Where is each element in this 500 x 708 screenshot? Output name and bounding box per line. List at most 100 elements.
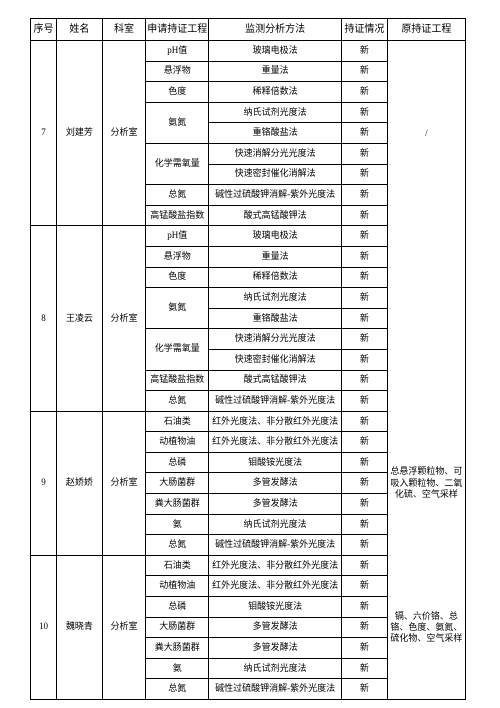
- cell-status: 新: [342, 41, 388, 62]
- cell-project: 化学需氧量: [146, 143, 209, 184]
- cell-status: 新: [342, 473, 388, 494]
- cell-method: 重铬酸盐法: [209, 308, 342, 329]
- cell-project: 粪大肠菌群: [146, 494, 209, 515]
- cell-method: 纳氏试剂光度法: [209, 514, 342, 535]
- cell-method: 红外光度法、非分散红外光度法: [209, 411, 342, 432]
- col-status: 持证情况: [342, 19, 388, 41]
- col-name: 姓名: [57, 19, 103, 41]
- cell-status: 新: [342, 349, 388, 370]
- cell-status: 新: [342, 288, 388, 309]
- cell-name: 王凌云: [57, 226, 103, 411]
- cell-status: 新: [342, 555, 388, 576]
- cell-project: 石油类: [146, 411, 209, 432]
- cell-dept: 分析室: [102, 411, 146, 555]
- cell-status: 新: [342, 576, 388, 597]
- cell-dept: 分析室: [102, 41, 146, 226]
- cell-seq: 7: [31, 41, 57, 226]
- cell-status: 新: [342, 185, 388, 206]
- table-row: 10魏晓青分析室石油类红外光度法、非分散红外光度法新镉、六价铬、总铬、色度、氨氮…: [31, 555, 466, 576]
- cell-status: 新: [342, 597, 388, 618]
- cell-project: 动植物油: [146, 576, 209, 597]
- cell-method: 碱性过硫酸钾消解-紫外光度法: [209, 391, 342, 412]
- col-method: 监测分析方法: [209, 19, 342, 41]
- cell-seq: 8: [31, 226, 57, 411]
- cell-project: 色度: [146, 82, 209, 103]
- cell-method: 钼酸铵光度法: [209, 452, 342, 473]
- cell-method: 重铬酸盐法: [209, 123, 342, 144]
- cell-method: 酸式高锰酸钾法: [209, 205, 342, 226]
- cell-method: 纳氏试剂光度法: [209, 288, 342, 309]
- cell-original: 总悬浮颗粒物、可吸入颗粒物、二氧化硫、空气采样: [387, 411, 465, 555]
- cell-name: 刘建芳: [57, 41, 103, 226]
- cell-status: 新: [342, 102, 388, 123]
- cell-project: 化学需氧量: [146, 329, 209, 370]
- cell-dept: 分析室: [102, 226, 146, 411]
- cell-status: 新: [342, 370, 388, 391]
- cell-project: 氨: [146, 658, 209, 679]
- cell-project: 总氮: [146, 535, 209, 556]
- cell-status: 新: [342, 329, 388, 350]
- cell-name: 魏晓青: [57, 555, 103, 699]
- cell-project: 总氮: [146, 391, 209, 412]
- cell-method: 玻璃电极法: [209, 41, 342, 62]
- cell-status: 新: [342, 638, 388, 659]
- cell-project: 粪大肠菌群: [146, 638, 209, 659]
- cell-status: 新: [342, 514, 388, 535]
- cell-original: [387, 226, 465, 411]
- cell-project: pH值: [146, 41, 209, 62]
- cell-method: 钼酸铵光度法: [209, 597, 342, 618]
- cell-method: 快速消解分光光度法: [209, 143, 342, 164]
- cell-original: /: [387, 41, 465, 226]
- cell-status: 新: [342, 246, 388, 267]
- cell-original: 镉、六价铬、总铬、色度、氨氮、硫化物、空气采样: [387, 555, 465, 699]
- cell-project: 总氮: [146, 185, 209, 206]
- cell-status: 新: [342, 308, 388, 329]
- cell-project: 石油类: [146, 555, 209, 576]
- cell-method: 碱性过硫酸钾消解-紫外光度法: [209, 185, 342, 206]
- cell-method: 红外光度法、非分散红外光度法: [209, 432, 342, 453]
- cell-status: 新: [342, 82, 388, 103]
- cell-status: 新: [342, 123, 388, 144]
- cell-project: 悬浮物: [146, 246, 209, 267]
- cell-method: 纳氏试剂光度法: [209, 102, 342, 123]
- cell-seq: 9: [31, 411, 57, 555]
- cell-project: 氨: [146, 514, 209, 535]
- cell-method: 红外光度法、非分散红外光度法: [209, 576, 342, 597]
- cell-status: 新: [342, 205, 388, 226]
- cell-project: 大肠菌群: [146, 617, 209, 638]
- cell-seq: 10: [31, 555, 57, 699]
- cell-method: 稀释倍数法: [209, 267, 342, 288]
- cell-project: 大肠菌群: [146, 473, 209, 494]
- cell-method: 多管发酵法: [209, 638, 342, 659]
- cell-status: 新: [342, 535, 388, 556]
- cell-method: 稀释倍数法: [209, 82, 342, 103]
- cell-method: 红外光度法、非分散红外光度法: [209, 555, 342, 576]
- cell-method: 酸式高锰酸钾法: [209, 370, 342, 391]
- col-dept: 科室: [102, 19, 146, 41]
- table-row: 9赵娇娇分析室石油类红外光度法、非分散红外光度法新总悬浮颗粒物、可吸入颗粒物、二…: [31, 411, 466, 432]
- cell-project: 高锰酸盐指数: [146, 370, 209, 391]
- cell-project: 动植物油: [146, 432, 209, 453]
- cell-project: 氨氮: [146, 288, 209, 329]
- cell-project: 总磷: [146, 597, 209, 618]
- table-row: 8王凌云分析室pH值玻璃电极法新: [31, 226, 466, 247]
- col-seq: 序号: [31, 19, 57, 41]
- cell-project: 总氮: [146, 679, 209, 700]
- cell-method: 碱性过硫酸钾消解-紫外光度法: [209, 535, 342, 556]
- cell-method: 重量法: [209, 61, 342, 82]
- cell-project: pH值: [146, 226, 209, 247]
- cell-status: 新: [342, 226, 388, 247]
- header-row: 序号 姓名 科室 申请持证工程 监测分析方法 持证情况 原持证工程: [31, 19, 466, 41]
- cell-status: 新: [342, 432, 388, 453]
- cell-method: 快速消解分光光度法: [209, 329, 342, 350]
- cell-status: 新: [342, 411, 388, 432]
- cell-name: 赵娇娇: [57, 411, 103, 555]
- certification-table: 序号 姓名 科室 申请持证工程 监测分析方法 持证情况 原持证工程 7刘建芳分析…: [30, 18, 466, 700]
- cell-dept: 分析室: [102, 555, 146, 699]
- cell-status: 新: [342, 658, 388, 679]
- table-body: 7刘建芳分析室pH值玻璃电极法新/悬浮物重量法新色度稀释倍数法新氨氮纳氏试剂光度…: [31, 41, 466, 700]
- cell-status: 新: [342, 617, 388, 638]
- cell-method: 多管发酵法: [209, 494, 342, 515]
- cell-status: 新: [342, 452, 388, 473]
- cell-status: 新: [342, 391, 388, 412]
